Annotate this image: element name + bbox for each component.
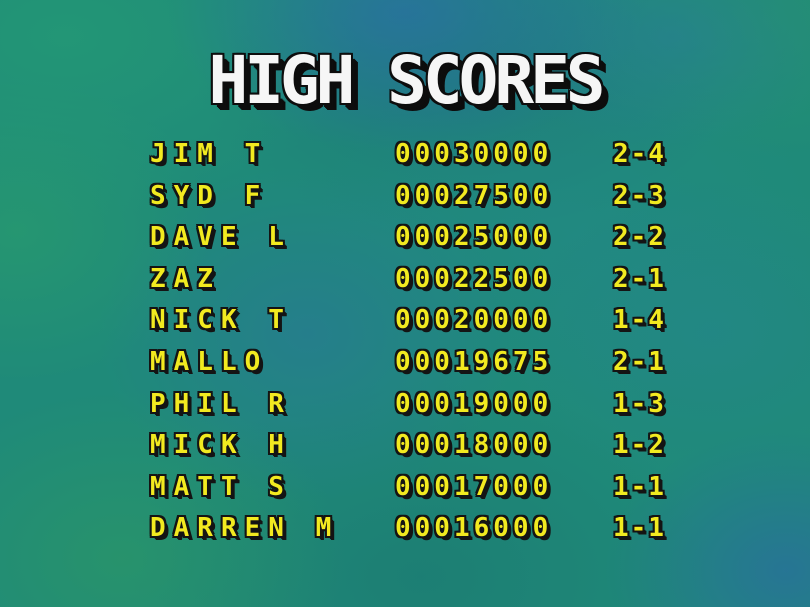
player-level: 2-3 xyxy=(613,180,666,211)
score-row: NICK T 00020000 1-4 xyxy=(150,305,666,336)
score-row: MALLO 00019675 2-1 xyxy=(150,346,666,377)
page-title: HIGH SCORES xyxy=(208,42,605,119)
player-level: 2-1 xyxy=(613,263,666,294)
player-level: 1-2 xyxy=(613,430,666,461)
player-score: 00020000 xyxy=(395,305,553,336)
player-score: 00017000 xyxy=(395,471,553,502)
player-score: 00018000 xyxy=(395,430,553,461)
player-score: 00022500 xyxy=(395,263,553,294)
player-score: 00019675 xyxy=(395,346,553,377)
player-score: 00025000 xyxy=(395,222,553,253)
player-name: JIM T xyxy=(150,139,269,169)
player-name: MATT S xyxy=(150,471,292,502)
score-row: DARREN M 00016000 1-1 xyxy=(150,513,666,544)
player-name: DAVE L xyxy=(150,222,292,253)
player-level: 1-4 xyxy=(613,305,666,336)
player-name: DARREN M xyxy=(150,513,340,544)
player-level: 1-1 xyxy=(613,471,666,502)
player-score: 00019000 xyxy=(395,388,553,419)
player-name: NICK T xyxy=(150,305,292,336)
score-row: MICK H 00018000 1-2 xyxy=(150,430,666,461)
player-level: 2-4 xyxy=(613,139,666,169)
player-score: 00016000 xyxy=(395,513,553,544)
player-name: MALLO xyxy=(150,346,269,377)
score-row: PHIL R 00019000 1-3 xyxy=(150,388,666,419)
player-name: ZAZ xyxy=(150,263,221,294)
player-score: 00030000 xyxy=(395,139,553,169)
player-level: 2-2 xyxy=(613,222,666,253)
player-name: MICK H xyxy=(150,430,292,461)
player-level: 2-1 xyxy=(613,346,666,377)
player-level: 1-3 xyxy=(613,388,666,419)
player-score: 00027500 xyxy=(395,180,553,211)
scores-table: JIM T 00030000 2-4 SYD F 00027500 2-3 DA… xyxy=(150,139,666,558)
player-name: SYD F xyxy=(150,180,269,211)
score-row: ZAZ 00022500 2-1 xyxy=(150,263,666,294)
player-level: 1-1 xyxy=(613,513,666,544)
score-row: DAVE L 00025000 2-2 xyxy=(150,222,666,253)
score-row: SYD F 00027500 2-3 xyxy=(150,180,666,211)
player-name: PHIL R xyxy=(150,388,292,419)
score-row: MATT S 00017000 1-1 xyxy=(150,471,666,502)
score-row: JIM T 00030000 2-4 xyxy=(150,139,666,169)
